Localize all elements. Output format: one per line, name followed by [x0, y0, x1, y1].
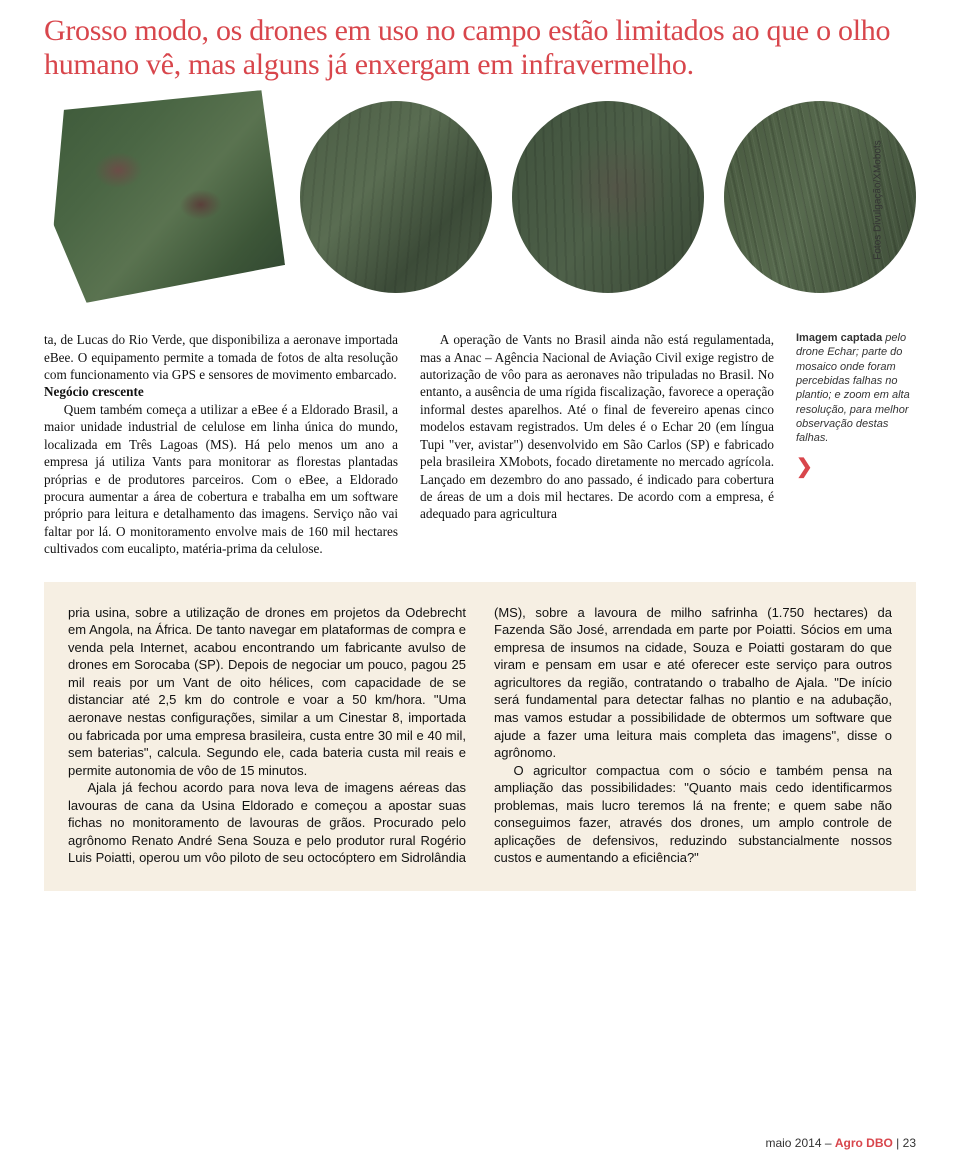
page-footer: maio 2014 – Agro DBO | 23 — [765, 1136, 916, 1150]
article-headline: Grosso modo, os drones em uso no campo e… — [0, 0, 960, 93]
footer-sep: – — [822, 1136, 835, 1150]
footer-pagenum: 23 — [903, 1136, 916, 1150]
article-columns: ta, de Lucas do Rio Verde, que disponibi… — [44, 331, 774, 557]
figure-caption: Imagem captada pelo drone Echar; parte d… — [796, 331, 916, 557]
photo-credit: Fotos Divulgação/XMobots — [873, 140, 884, 260]
caption-lead: Imagem captada — [796, 332, 882, 344]
footer-date: maio 2014 — [765, 1136, 821, 1150]
box-p3: O agricultor compactua com o sócio e tam… — [494, 762, 892, 867]
figure-row: Fotos Divulgação/XMobots — [0, 93, 960, 307]
box-p1: pria usina, sobre a utilização de drones… — [68, 604, 466, 779]
article-p2: Quem também começa a utilizar a eBee é a… — [44, 401, 398, 558]
article-p3: A operação de Vants no Brasil ainda não … — [420, 331, 774, 523]
satellite-zoom-3 — [724, 101, 916, 293]
sidebar-box: pria usina, sobre a utilização de drones… — [44, 582, 916, 891]
satellite-zoom-2 — [512, 101, 704, 293]
article-body-wrap: ta, de Lucas do Rio Verde, que disponibi… — [0, 307, 960, 573]
article-subhead: Negócio crescente — [44, 383, 398, 400]
satellite-zoom-1 — [300, 101, 492, 293]
footer-magazine: Agro DBO — [835, 1136, 893, 1150]
article-p1: ta, de Lucas do Rio Verde, que disponibi… — [44, 331, 398, 383]
article-text: ta, de Lucas do Rio Verde, que disponibi… — [44, 331, 774, 557]
continue-arrow-icon: ❯ — [796, 454, 813, 480]
satellite-mosaic-image — [45, 89, 286, 304]
caption-body: pelo drone Echar; parte do mosaico onde … — [796, 332, 910, 444]
sidebar-box-text: pria usina, sobre a utilização de drones… — [68, 604, 892, 867]
footer-pagesep: | — [893, 1136, 903, 1150]
